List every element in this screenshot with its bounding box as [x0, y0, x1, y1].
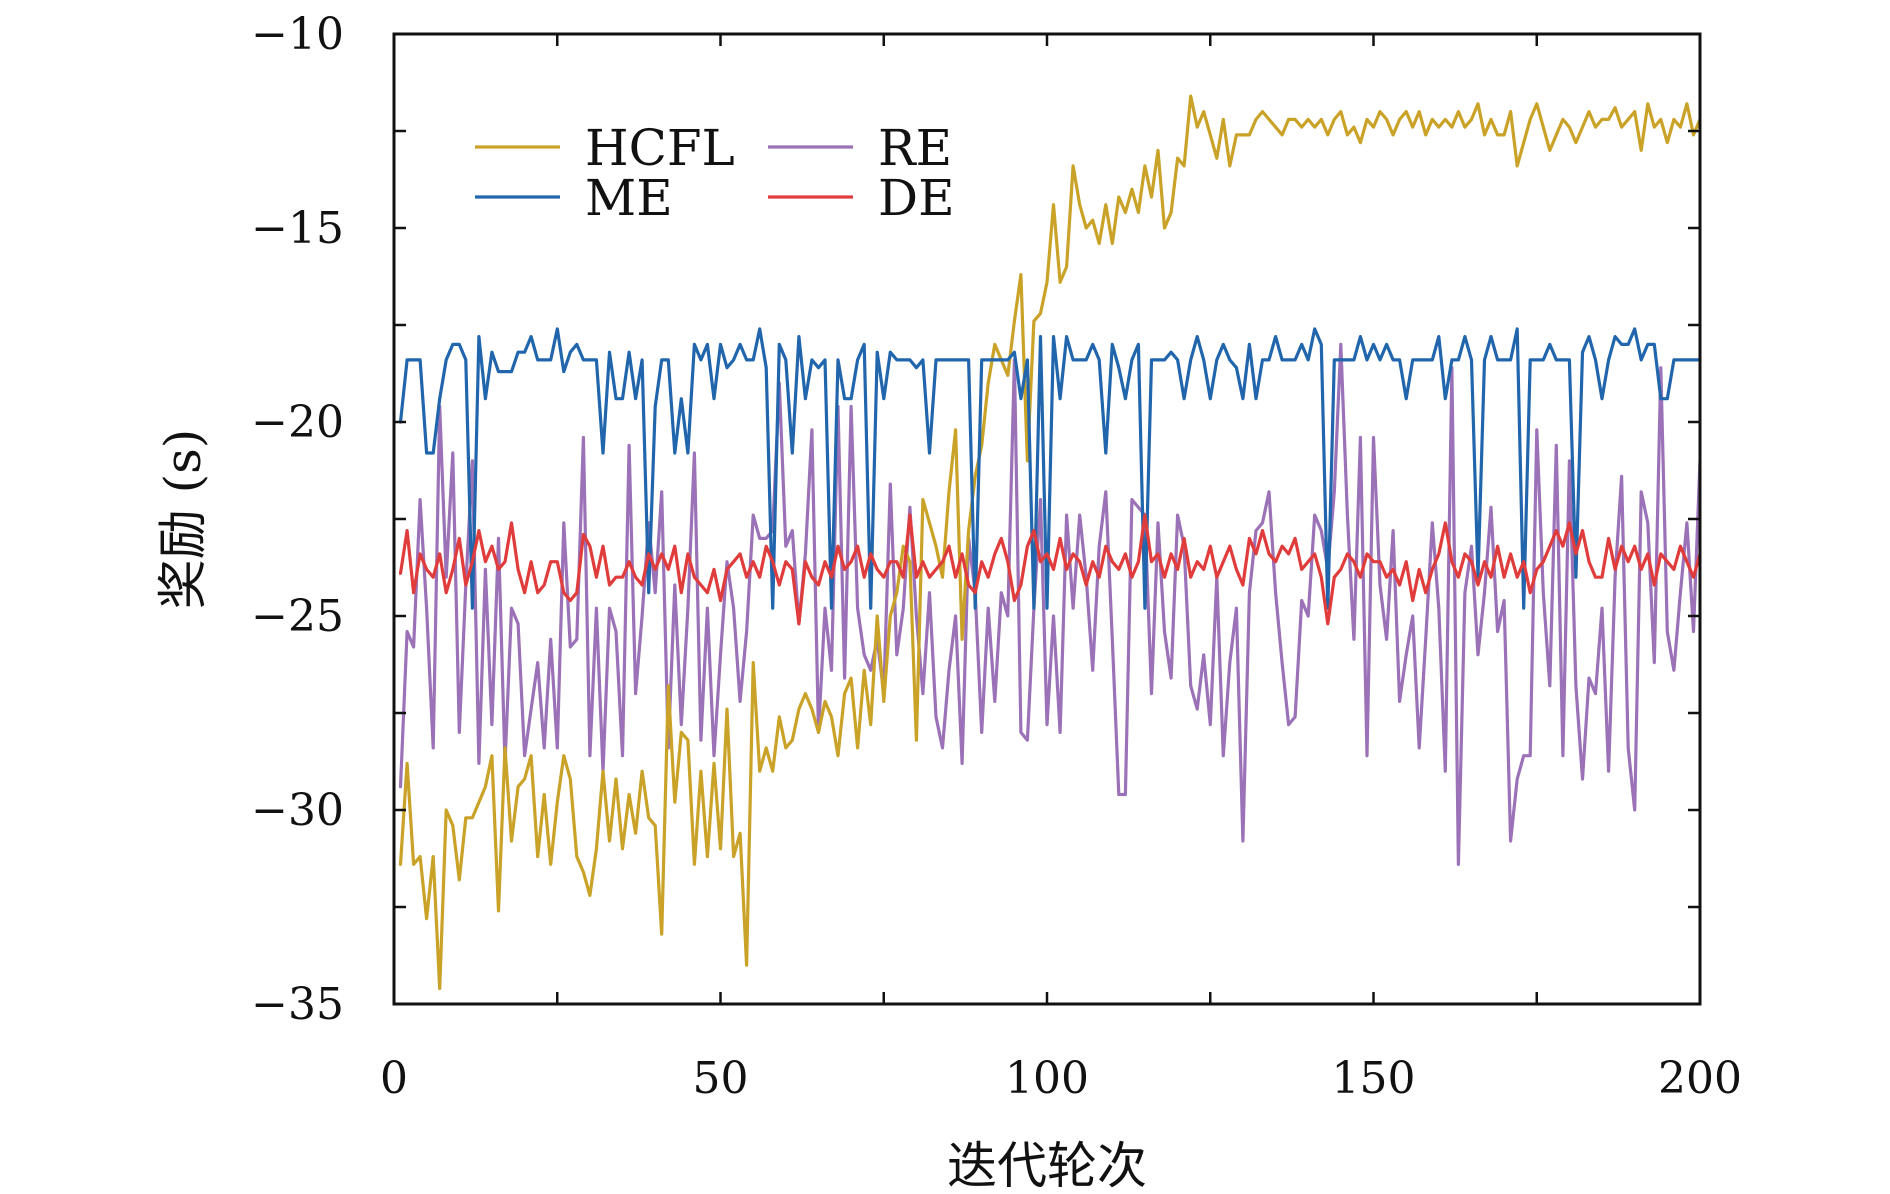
y-tick-label: −25 — [251, 591, 344, 642]
y-tick-label: −10 — [251, 9, 344, 60]
y-tick-label: −20 — [251, 397, 344, 448]
legend: HCFL RE ME DE — [475, 119, 955, 227]
x-tick-label: 50 — [693, 1053, 749, 1104]
legend-label-re: RE — [878, 119, 952, 177]
series-line-me — [398, 327, 1700, 610]
x-axis-title: 迭代轮次 — [947, 1137, 1147, 1194]
y-tick-labels: −35 −30 −25 −20 −15 −10 — [251, 9, 344, 1030]
y-tick-label: −35 — [251, 979, 344, 1030]
series-line-re — [398, 342, 1700, 866]
ticks-layer — [392, 32, 1702, 1006]
x-tick-label: 0 — [380, 1053, 408, 1104]
legend-label-de: DE — [878, 169, 955, 227]
series-line-de — [398, 513, 1700, 626]
x-tick-labels: 0 50 100 150 200 — [380, 1053, 1742, 1104]
legend-label-hcfl: HCFL — [585, 119, 735, 177]
legend-label-me: ME — [585, 169, 673, 227]
x-tick-label: 200 — [1658, 1053, 1742, 1104]
y-tick-label: −15 — [251, 203, 344, 254]
x-tick-label: 100 — [1005, 1053, 1089, 1104]
series-layer — [398, 94, 1700, 991]
y-axis-title: 奖励 (s) — [154, 429, 212, 610]
series-line-hcfl — [398, 94, 1700, 991]
y-tick-label: −30 — [251, 785, 344, 836]
x-tick-label: 150 — [1332, 1053, 1416, 1104]
